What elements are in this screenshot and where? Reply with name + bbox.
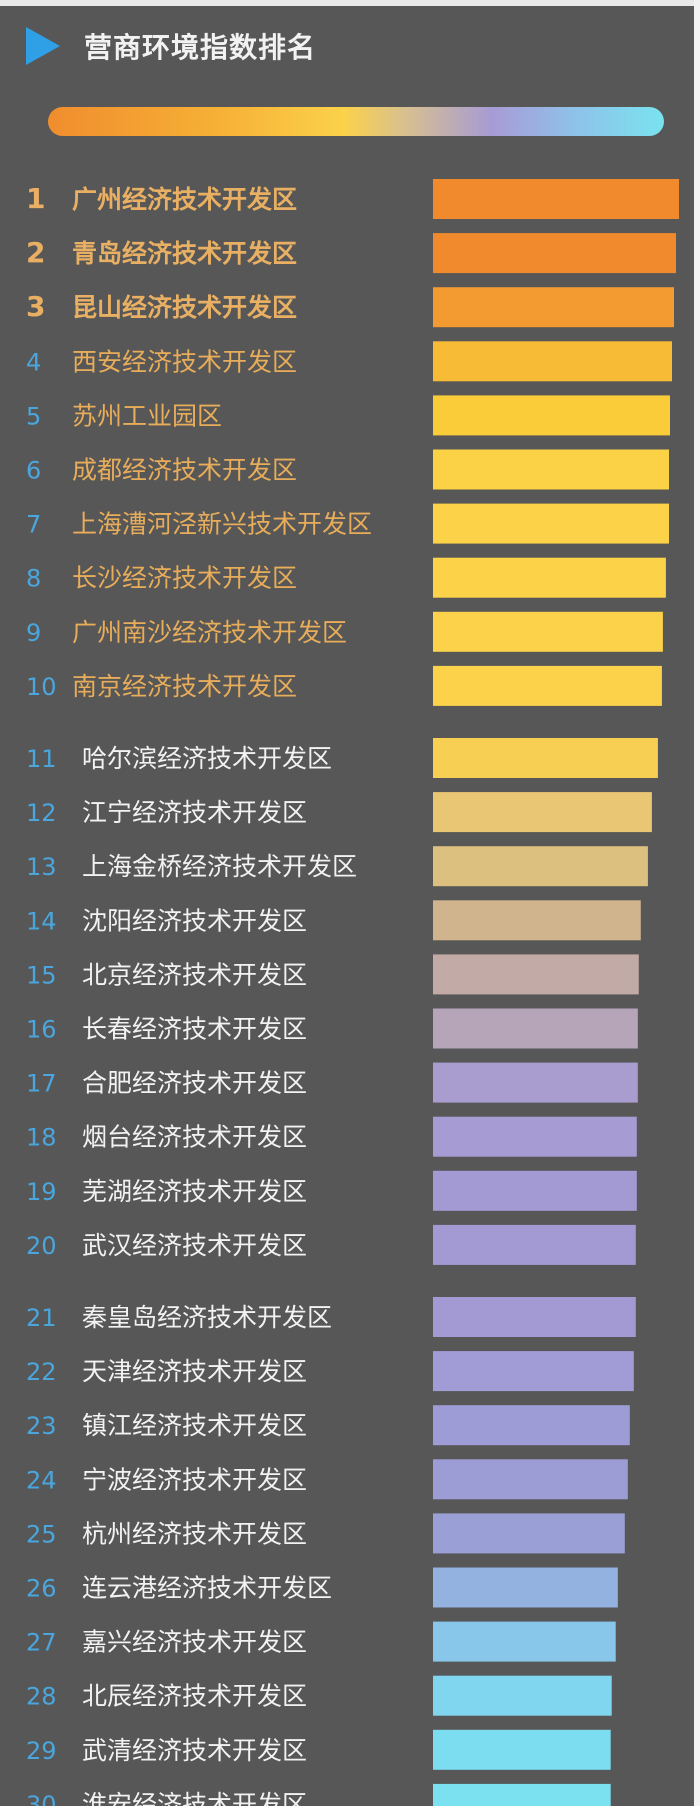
bar-12 (433, 792, 652, 833)
category-label-22: 天津经济技术开发区 (82, 1357, 307, 1386)
rank-19: 19 (26, 1178, 57, 1206)
rank-14: 14 (26, 907, 57, 935)
bar-1 (433, 179, 679, 219)
category-label-5: 苏州工业园区 (72, 401, 222, 430)
category-label-11: 哈尔滨经济技术开发区 (82, 744, 332, 773)
rank-11: 11 (26, 745, 57, 773)
category-label-10: 南京经济技术开发区 (72, 672, 297, 701)
category-label-16: 长春经济技术开发区 (82, 1015, 307, 1044)
category-label-28: 北辰经济技术开发区 (82, 1682, 307, 1711)
bar-29 (433, 1729, 611, 1770)
category-label-4: 西安经济技术开发区 (72, 347, 297, 376)
category-label-18: 烟台经济技术开发区 (82, 1123, 307, 1152)
category-label-7: 上海漕河泾新兴技术开发区 (72, 510, 372, 539)
rank-22: 22 (26, 1358, 57, 1386)
rank-30: 30 (26, 1791, 57, 1806)
rank-25: 25 (26, 1520, 57, 1548)
rank-21: 21 (26, 1304, 57, 1332)
bar-6 (433, 449, 669, 490)
bar-15 (433, 954, 639, 995)
bar-17 (433, 1062, 638, 1103)
bar-5 (433, 395, 670, 436)
bar-10 (433, 665, 662, 706)
play-icon (26, 27, 60, 65)
rank-6: 6 (26, 457, 41, 485)
bar-26 (433, 1567, 618, 1608)
color-scale-bar (48, 107, 664, 136)
rank-26: 26 (26, 1575, 57, 1603)
bar-25 (433, 1513, 625, 1554)
rank-24: 24 (26, 1466, 57, 1494)
rank-8: 8 (26, 565, 41, 593)
category-label-26: 连云港经济技术开发区 (82, 1574, 332, 1603)
category-label-15: 北京经济技术开发区 (82, 960, 307, 989)
bar-21 (433, 1297, 636, 1337)
rank-15: 15 (26, 961, 57, 989)
rank-12: 12 (26, 799, 57, 827)
rank-9: 9 (26, 619, 41, 647)
category-label-13: 上海金桥经济技术开发区 (82, 852, 357, 881)
chart-title: 营商环境指数排名 (84, 31, 317, 64)
bar-16 (433, 1008, 638, 1049)
category-label-12: 江宁经济技术开发区 (82, 798, 307, 827)
category-label-14: 沈阳经济技术开发区 (82, 906, 307, 935)
rank-4: 4 (26, 348, 41, 376)
rank-13: 13 (26, 853, 57, 881)
bar-14 (433, 900, 641, 941)
rank-1: 1 (26, 182, 45, 215)
bar-4 (433, 341, 672, 382)
bar-24 (433, 1459, 628, 1500)
rank-3: 3 (26, 290, 45, 323)
category-label-9: 广州南沙经济技术开发区 (72, 618, 347, 647)
category-label-8: 长沙经济技术开发区 (72, 564, 297, 593)
category-label-23: 镇江经济技术开发区 (82, 1411, 307, 1440)
bar-28 (433, 1675, 612, 1716)
bar-27 (433, 1621, 616, 1662)
bar-13 (433, 846, 648, 887)
category-label-1: 广州经济技术开发区 (72, 185, 297, 214)
rank-18: 18 (26, 1124, 57, 1152)
category-label-3: 昆山经济技术开发区 (72, 293, 297, 322)
bar-19 (433, 1170, 637, 1211)
category-label-21: 秦皇岛经济技术开发区 (82, 1303, 332, 1332)
bar-7 (433, 503, 669, 544)
rank-17: 17 (26, 1070, 57, 1098)
category-label-2: 青岛经济技术开发区 (72, 239, 297, 268)
rank-27: 27 (26, 1629, 57, 1657)
category-label-6: 成都经济技术开发区 (72, 456, 297, 485)
bar-30 (433, 1783, 611, 1806)
category-label-24: 宁波经济技术开发区 (82, 1465, 307, 1494)
category-label-27: 嘉兴经济技术开发区 (82, 1628, 307, 1657)
bar-18 (433, 1116, 637, 1157)
category-label-20: 武汉经济技术开发区 (82, 1231, 307, 1260)
category-label-30: 淮安经济技术开发区 (82, 1790, 307, 1806)
bar-20 (433, 1224, 636, 1265)
bar-8 (433, 557, 666, 598)
rank-29: 29 (26, 1737, 57, 1765)
rank-28: 28 (26, 1683, 57, 1711)
rank-23: 23 (26, 1412, 57, 1440)
bar-23 (433, 1405, 630, 1446)
bar-22 (433, 1351, 634, 1392)
category-label-25: 杭州经济技术开发区 (82, 1519, 307, 1548)
bar-11 (433, 738, 658, 778)
bar-9 (433, 611, 663, 652)
rank-10: 10 (26, 673, 57, 701)
rank-2: 2 (26, 236, 45, 269)
rank-16: 16 (26, 1016, 57, 1044)
rank-20: 20 (26, 1232, 57, 1260)
rank-7: 7 (26, 511, 41, 539)
category-label-29: 武清经济技术开发区 (82, 1736, 307, 1765)
category-label-17: 合肥经济技术开发区 (82, 1069, 307, 1098)
rank-5: 5 (26, 402, 41, 430)
title-row: 营商环境指数排名 (26, 26, 316, 66)
bar-2 (433, 233, 676, 274)
category-label-19: 芜湖经济技术开发区 (82, 1177, 307, 1206)
bar-3 (433, 287, 674, 328)
